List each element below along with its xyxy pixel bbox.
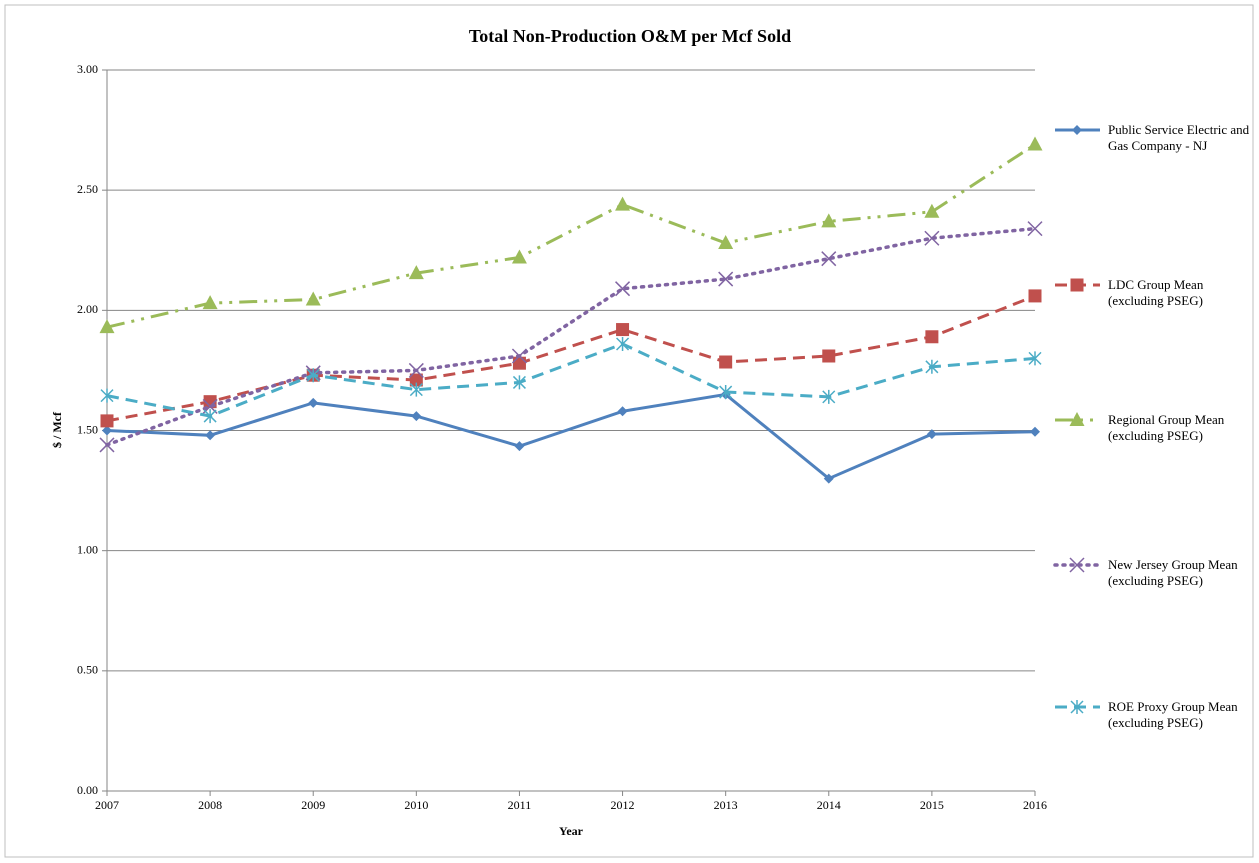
x-tick-label: 2014 xyxy=(817,798,841,812)
marker xyxy=(925,330,939,344)
marker xyxy=(409,373,423,387)
y-tick-label: 2.50 xyxy=(77,182,98,196)
marker xyxy=(1027,136,1043,151)
marker xyxy=(924,203,940,218)
marker xyxy=(1028,351,1042,366)
marker xyxy=(514,441,525,452)
marker xyxy=(1028,289,1042,303)
x-tick-label: 2010 xyxy=(404,798,428,812)
series-line xyxy=(106,294,1036,423)
series-line xyxy=(106,392,1036,481)
x-axis-title: Year xyxy=(559,824,584,838)
y-tick-label: 0.50 xyxy=(77,663,98,677)
marker xyxy=(306,368,320,383)
marker xyxy=(615,196,631,211)
marker xyxy=(305,291,321,306)
marker xyxy=(615,281,631,297)
legend-label: Public Service Electric and Gas Company … xyxy=(1108,122,1250,153)
marker xyxy=(718,271,734,287)
series xyxy=(102,389,1040,484)
y-tick-label: 2.00 xyxy=(77,302,98,316)
x-tick-label: 2008 xyxy=(198,798,222,812)
marker xyxy=(308,397,319,408)
legend-label: LDC Group Mean (excluding PSEG) xyxy=(1108,277,1204,308)
marker xyxy=(411,411,422,422)
series xyxy=(100,289,1042,428)
y-tick-label: 1.50 xyxy=(77,422,98,436)
marker xyxy=(617,406,628,417)
marker xyxy=(511,348,527,364)
marker xyxy=(822,349,836,363)
marker xyxy=(616,336,630,351)
series xyxy=(99,136,1043,334)
legend-marker xyxy=(1069,412,1085,426)
marker xyxy=(202,295,218,310)
marker xyxy=(100,388,114,403)
legend-marker xyxy=(1070,700,1084,714)
marker xyxy=(821,213,837,228)
legend-label: New Jersey Group Mean (excluding PSEG) xyxy=(1108,557,1238,588)
y-tick-label: 0.00 xyxy=(77,783,98,797)
marker xyxy=(102,425,112,436)
marker xyxy=(616,323,630,337)
marker xyxy=(409,382,423,397)
legend-label: ROE Proxy Group Mean (excluding PSEG) xyxy=(1108,699,1238,730)
series-line xyxy=(105,226,1037,447)
marker xyxy=(924,230,940,246)
marker xyxy=(719,385,733,400)
x-tick-label: 2013 xyxy=(714,798,738,812)
legend-marker xyxy=(1069,557,1085,573)
marker xyxy=(1030,426,1040,437)
marker xyxy=(512,356,526,370)
marker xyxy=(823,473,834,484)
y-tick-label: 1.00 xyxy=(77,542,98,556)
marker xyxy=(100,414,114,428)
marker xyxy=(99,319,115,334)
marker xyxy=(718,235,734,250)
chart-title: Total Non-Production O&M per Mcf Sold xyxy=(469,26,791,46)
marker xyxy=(925,359,939,374)
marker xyxy=(99,437,115,453)
marker xyxy=(203,409,217,424)
marker xyxy=(408,362,424,378)
marker xyxy=(205,430,216,441)
series xyxy=(100,336,1042,424)
x-tick-label: 2012 xyxy=(611,798,635,812)
legend-marker xyxy=(1072,125,1082,135)
marker xyxy=(1027,221,1043,237)
legend-marker xyxy=(1070,278,1084,292)
marker xyxy=(408,265,424,280)
x-tick-label: 2007 xyxy=(95,798,119,812)
marker xyxy=(511,249,527,264)
x-tick-label: 2009 xyxy=(301,798,325,812)
y-axis-title: $ / Mcf xyxy=(50,411,64,448)
x-tick-label: 2015 xyxy=(920,798,944,812)
marker xyxy=(926,429,937,440)
marker xyxy=(719,355,733,369)
y-tick-label: 3.00 xyxy=(77,62,98,76)
legend-label: Regional Group Mean (excluding PSEG) xyxy=(1108,412,1225,443)
x-tick-label: 2011 xyxy=(508,798,532,812)
marker xyxy=(822,389,836,404)
series-line xyxy=(106,342,1036,418)
x-tick-label: 2016 xyxy=(1023,798,1047,812)
series-line xyxy=(106,143,1036,329)
marker xyxy=(512,375,526,390)
marker xyxy=(821,251,837,267)
